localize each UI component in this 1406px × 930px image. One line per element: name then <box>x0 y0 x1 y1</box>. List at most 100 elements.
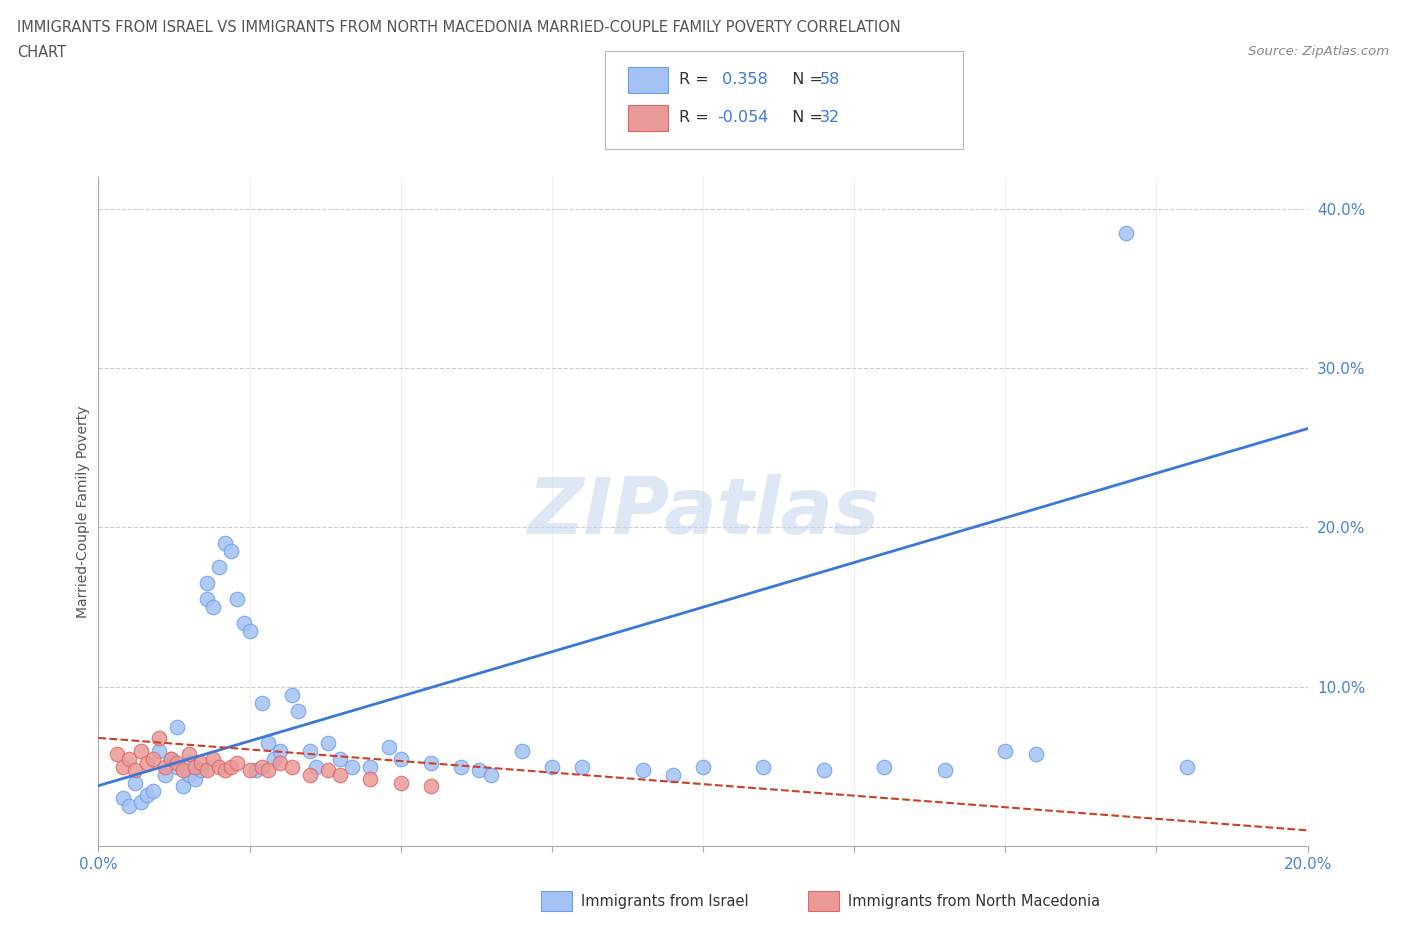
Point <box>166 719 188 734</box>
Point <box>1115 225 1137 240</box>
Point <box>662 767 685 782</box>
Text: 32: 32 <box>820 110 839 125</box>
Point <box>873 759 896 774</box>
Point <box>342 759 364 774</box>
Point <box>540 759 562 774</box>
Point <box>450 759 472 774</box>
Point <box>316 763 339 777</box>
Point <box>153 759 176 774</box>
Y-axis label: Married-Couple Family Poverty: Married-Couple Family Poverty <box>76 405 90 618</box>
Point <box>360 772 382 787</box>
Point <box>752 759 775 774</box>
Point <box>135 756 157 771</box>
Point <box>263 751 285 766</box>
Point <box>571 759 593 774</box>
Point <box>111 791 134 806</box>
Point <box>1175 759 1198 774</box>
Text: R =: R = <box>679 72 714 86</box>
Point <box>1024 747 1046 762</box>
Point <box>129 743 152 758</box>
Point <box>160 751 183 766</box>
Point <box>111 759 134 774</box>
Point <box>239 763 262 777</box>
Point <box>239 624 262 639</box>
Point <box>124 775 146 790</box>
Point <box>256 763 278 777</box>
Point <box>692 759 714 774</box>
Text: 58: 58 <box>820 72 839 86</box>
Point <box>214 763 236 777</box>
Text: IMMIGRANTS FROM ISRAEL VS IMMIGRANTS FROM NORTH MACEDONIA MARRIED-COUPLE FAMILY : IMMIGRANTS FROM ISRAEL VS IMMIGRANTS FRO… <box>17 20 901 35</box>
Point <box>299 743 322 758</box>
Point <box>994 743 1017 758</box>
Point <box>105 747 128 762</box>
Text: Source: ZipAtlas.com: Source: ZipAtlas.com <box>1249 45 1389 58</box>
Text: R =: R = <box>679 110 714 125</box>
Point <box>250 759 273 774</box>
Point <box>153 767 176 782</box>
Point <box>420 778 443 793</box>
Point <box>420 756 443 771</box>
Point <box>269 756 291 771</box>
Point <box>232 616 254 631</box>
Point <box>142 751 165 766</box>
Point <box>389 751 412 766</box>
Text: -0.054: -0.054 <box>717 110 769 125</box>
Point <box>226 756 249 771</box>
Text: CHART: CHART <box>17 45 66 60</box>
Point <box>195 763 218 777</box>
Point <box>179 767 201 782</box>
Point <box>184 759 207 774</box>
Point <box>195 591 218 606</box>
Point <box>179 756 201 771</box>
Point <box>510 743 533 758</box>
Point <box>179 747 201 762</box>
Text: Immigrants from Israel: Immigrants from Israel <box>581 894 748 909</box>
Text: Immigrants from North Macedonia: Immigrants from North Macedonia <box>848 894 1099 909</box>
Point <box>281 759 304 774</box>
Point <box>148 730 170 745</box>
Point <box>118 751 141 766</box>
Point <box>468 763 491 777</box>
Point <box>208 759 231 774</box>
Point <box>166 756 188 771</box>
Point <box>481 767 503 782</box>
Point <box>934 763 956 777</box>
Point <box>226 591 249 606</box>
Point <box>389 775 412 790</box>
Point <box>166 759 188 774</box>
Text: 0.358: 0.358 <box>717 72 768 86</box>
Point <box>245 763 267 777</box>
Point <box>172 763 194 777</box>
Point <box>287 703 309 718</box>
Point <box>190 763 212 777</box>
Point <box>256 736 278 751</box>
Point <box>148 743 170 758</box>
Text: N =: N = <box>782 110 828 125</box>
Point <box>184 772 207 787</box>
Point <box>129 794 152 809</box>
Point <box>142 783 165 798</box>
Point <box>221 544 243 559</box>
Point <box>269 743 291 758</box>
Point <box>124 763 146 777</box>
Text: N =: N = <box>782 72 828 86</box>
Point <box>329 767 352 782</box>
Point <box>299 767 322 782</box>
Point <box>813 763 835 777</box>
Point <box>202 751 225 766</box>
Point <box>305 759 328 774</box>
Point <box>135 788 157 803</box>
Point <box>250 696 273 711</box>
Point <box>316 736 339 751</box>
Point <box>360 759 382 774</box>
Point <box>329 751 352 766</box>
Point <box>118 799 141 814</box>
Point <box>160 751 183 766</box>
Point <box>631 763 654 777</box>
Text: ZIPatlas: ZIPatlas <box>527 473 879 550</box>
Point <box>208 560 231 575</box>
Point <box>202 600 225 615</box>
Point <box>214 536 236 551</box>
Point <box>281 687 304 702</box>
